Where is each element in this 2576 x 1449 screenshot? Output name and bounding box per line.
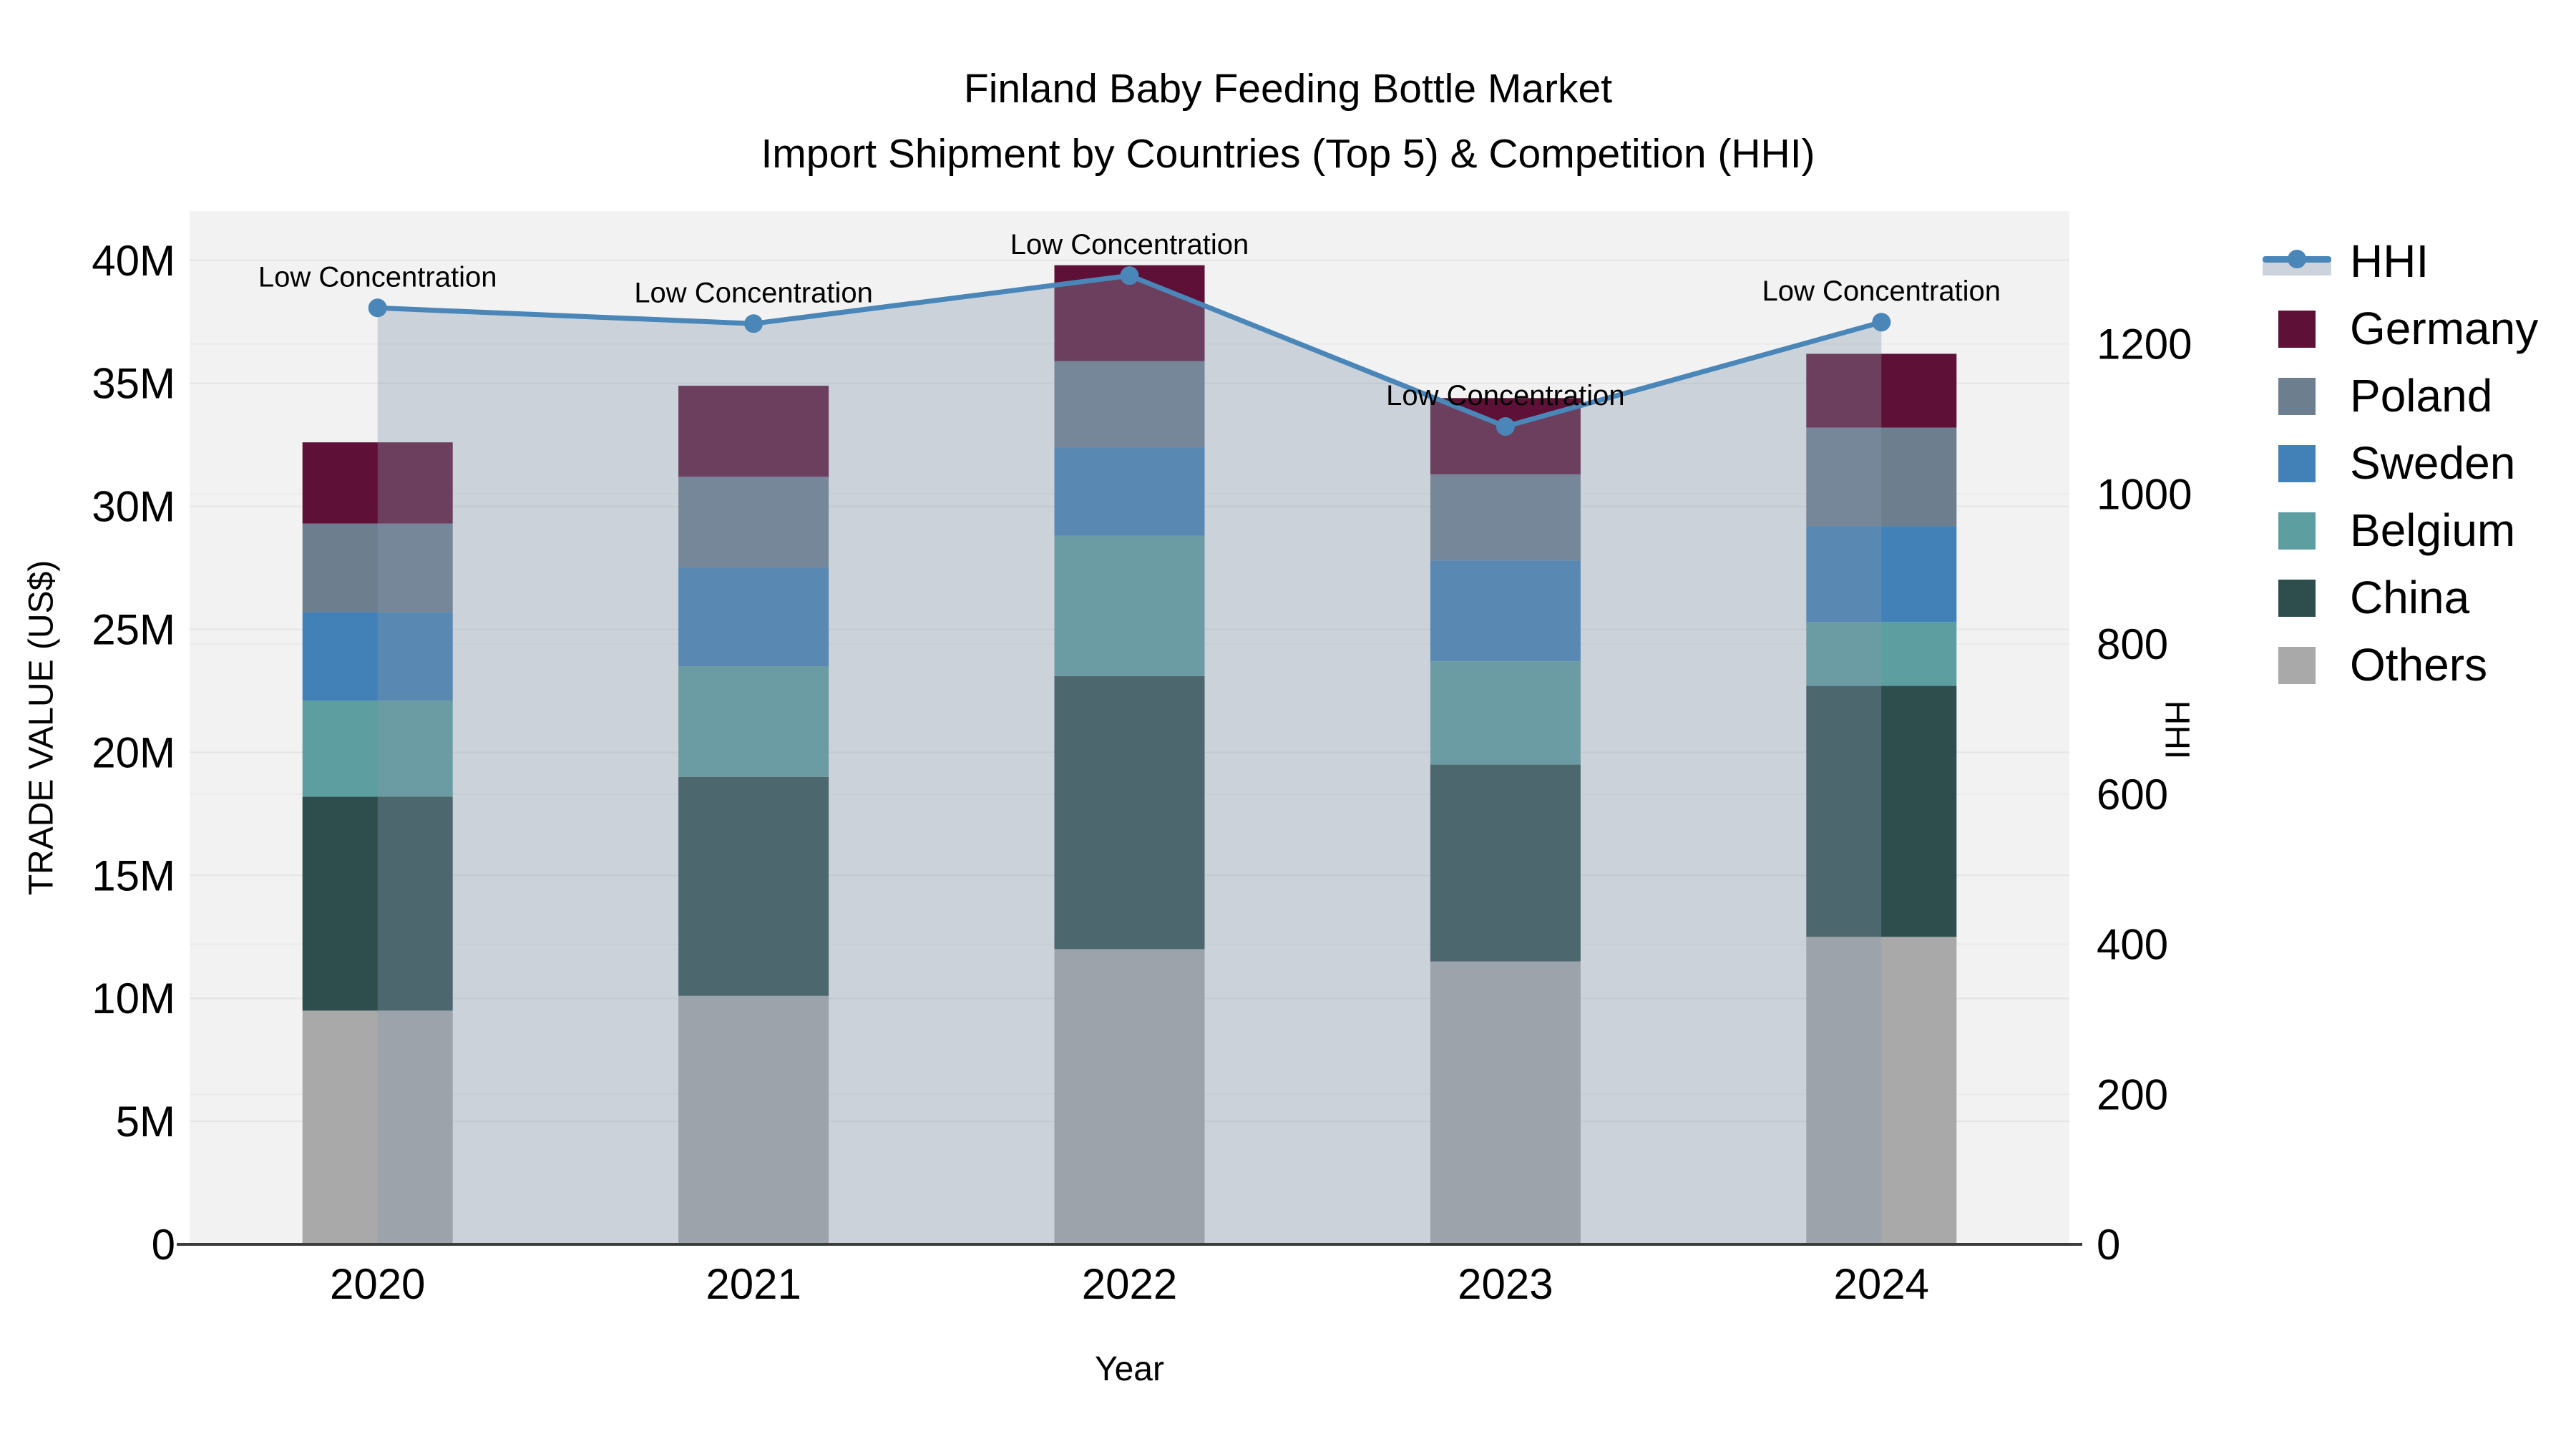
legend-line-marker — [2288, 250, 2306, 268]
bar-segment-2021-china[interactable] — [678, 776, 829, 996]
bar-segment-2024-sweden[interactable] — [1806, 526, 1957, 623]
bar-segment-2022-belgium[interactable] — [1054, 535, 1205, 676]
legend-swatch — [2278, 311, 2316, 348]
annotation-2024: Low Concentration — [1762, 275, 2001, 307]
bar-segment-2021-others[interactable] — [678, 995, 829, 1244]
bar-segment-2023-belgium[interactable] — [1430, 661, 1581, 765]
legend-item-germany[interactable]: Germany — [2263, 305, 2538, 352]
hhi-area-fill — [377, 275, 1882, 1244]
left-tick-label: 25M — [92, 605, 175, 653]
bar-segment-2020-sweden[interactable] — [302, 612, 453, 701]
bar-segment-2021-poland[interactable] — [678, 477, 829, 568]
legend-swatch — [2278, 512, 2316, 550]
annotation-2022: Low Concentration — [1010, 229, 1249, 260]
right-tick-label: 600 — [2097, 771, 2168, 819]
bar-segment-2020-china[interactable] — [302, 796, 453, 1011]
bar-segment-2021-belgium[interactable] — [678, 666, 829, 777]
right-tick-label: 400 — [2097, 921, 2168, 969]
left-tick-label: 10M — [92, 975, 175, 1023]
legend-label: Germany — [2350, 303, 2539, 354]
x-tick-label-2021: 2021 — [706, 1260, 801, 1308]
germany-color-swatch — [2263, 308, 2331, 348]
right-tick-label: 0 — [2097, 1221, 2120, 1269]
hhi-marker-2023[interactable] — [1496, 416, 1515, 436]
bar-segment-2023-sweden[interactable] — [1430, 560, 1581, 662]
legend-swatch — [2278, 445, 2316, 482]
chart-title: Finland Baby Feeding Bottle Market — [963, 66, 1613, 112]
right-tick-label: 1200 — [2097, 321, 2192, 369]
legend-item-sweden[interactable]: Sweden — [2263, 439, 2538, 487]
bar-segment-2024-belgium[interactable] — [1806, 622, 1957, 686]
bar-segment-2020-poland[interactable] — [302, 523, 453, 613]
x-tick-label-2024: 2024 — [1834, 1260, 1929, 1308]
bar-segment-2023-others[interactable] — [1430, 961, 1581, 1244]
bar-segment-2022-china[interactable] — [1054, 675, 1205, 950]
x-axis-title: Year — [1095, 1350, 1164, 1388]
legend-item-poland[interactable]: Poland — [2263, 372, 2538, 419]
bar-segment-2023-china[interactable] — [1430, 764, 1581, 962]
legend-label: HHI — [2350, 235, 2429, 287]
chart-subtitle: Import Shipment by Countries (Top 5) & C… — [761, 131, 1815, 177]
x-tick-label-2023: 2023 — [1458, 1260, 1553, 1308]
left-tick-label: 40M — [92, 237, 175, 285]
left-tick-label: 0 — [152, 1221, 175, 1269]
legend-label: Others — [2350, 639, 2488, 691]
legend-item-hhi[interactable]: HHI — [2263, 238, 2538, 285]
hhi-marker-2024[interactable] — [1872, 313, 1891, 332]
bar-segment-2020-belgium[interactable] — [302, 701, 453, 797]
legend-label: China — [2350, 572, 2470, 623]
annotation-2021: Low Concentration — [634, 277, 873, 308]
hhi-line-swatch — [2263, 241, 2331, 281]
annotation-2020: Low Concentration — [258, 261, 497, 293]
bar-segment-2022-sweden[interactable] — [1054, 447, 1205, 536]
bar-segment-2022-others[interactable] — [1054, 949, 1205, 1244]
bar-segment-2023-poland[interactable] — [1430, 474, 1581, 561]
hhi-marker-2022[interactable] — [1120, 266, 1139, 286]
legend-swatch — [2278, 378, 2316, 415]
left-tick-label: 15M — [92, 852, 175, 899]
hhi-marker-2021[interactable] — [744, 314, 763, 333]
bar-segment-2024-germany[interactable] — [1806, 353, 1957, 428]
legend-item-china[interactable]: China — [2263, 574, 2538, 621]
left-tick-label: 5M — [116, 1098, 175, 1146]
hhi-marker-2020[interactable] — [368, 298, 387, 318]
bar-segment-2024-poland[interactable] — [1806, 427, 1957, 527]
legend-item-belgium[interactable]: Belgium — [2263, 507, 2538, 554]
bar-segment-2021-germany[interactable] — [678, 386, 829, 477]
poland-color-swatch — [2263, 376, 2331, 416]
legend: HHI Germany Poland Sweden Belgium China Others — [2263, 238, 2538, 688]
bar-segment-2024-others[interactable] — [1806, 937, 1957, 1244]
left-tick-label: 30M — [92, 483, 175, 531]
annotation-2023: Low Concentration — [1386, 380, 1625, 411]
x-tick-label-2020: 2020 — [330, 1260, 425, 1308]
belgium-color-swatch — [2263, 510, 2331, 550]
legend-swatch — [2278, 647, 2316, 684]
bar-segment-2020-germany[interactable] — [302, 442, 453, 524]
left-tick-label: 35M — [92, 360, 175, 408]
china-color-swatch — [2263, 577, 2331, 618]
legend-label: Sweden — [2350, 437, 2516, 489]
legend-item-others[interactable]: Others — [2263, 641, 2538, 688]
x-tick-label-2022: 2022 — [1082, 1260, 1177, 1308]
legend-label: Belgium — [2350, 504, 2516, 556]
right-tick-label: 800 — [2097, 620, 2168, 668]
right-tick-label: 200 — [2097, 1070, 2168, 1118]
bar-segment-2020-others[interactable] — [302, 1010, 453, 1244]
right-axis-title: HHI — [2157, 700, 2196, 760]
others-color-swatch — [2263, 645, 2331, 685]
right-tick-label: 1000 — [2097, 470, 2192, 518]
bar-segment-2022-poland[interactable] — [1054, 361, 1205, 448]
left-axis-title: TRADE VALUE (US$) — [22, 560, 61, 896]
legend-label: Poland — [2350, 370, 2493, 421]
left-tick-label: 20M — [92, 728, 175, 776]
bar-segment-2021-sweden[interactable] — [678, 567, 829, 667]
sweden-color-swatch — [2263, 443, 2331, 483]
legend-swatch — [2278, 580, 2316, 617]
bar-segment-2024-china[interactable] — [1806, 686, 1957, 937]
